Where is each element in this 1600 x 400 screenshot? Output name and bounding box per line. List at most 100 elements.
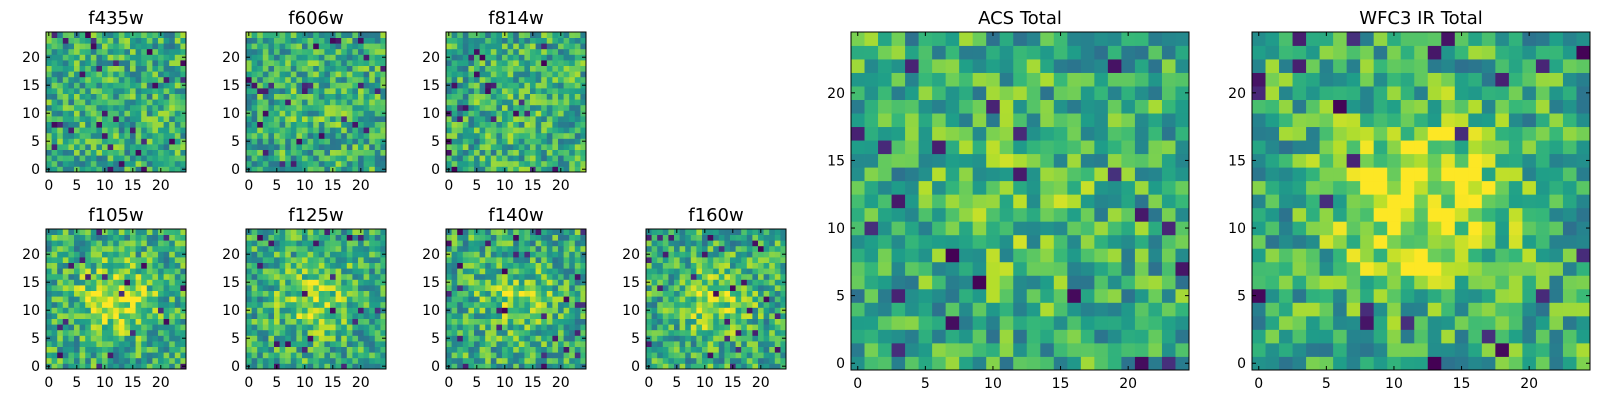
heatmap-cell xyxy=(324,71,331,78)
heatmap-cell xyxy=(158,357,164,364)
heatmap-cell xyxy=(152,99,159,106)
heatmap-cell xyxy=(296,116,303,122)
heatmap-cell xyxy=(696,301,703,308)
heatmap-cell xyxy=(541,268,548,275)
heatmap-cell xyxy=(107,229,114,235)
heatmap-cell xyxy=(1134,207,1149,222)
heatmap-cell xyxy=(535,285,542,291)
heatmap-cell xyxy=(496,352,503,359)
heatmap-cell xyxy=(763,229,770,235)
heatmap-cell xyxy=(1053,234,1068,249)
heatmap-cell xyxy=(279,37,286,44)
heatmap-cell xyxy=(146,132,153,139)
heatmap-cell xyxy=(257,166,264,173)
heatmap-cell xyxy=(1134,194,1149,209)
heatmap-cell xyxy=(285,341,292,347)
heatmap-cell xyxy=(746,329,753,336)
heatmap-cell xyxy=(569,166,576,173)
heatmap-cell xyxy=(685,346,692,353)
heatmap-cell xyxy=(46,257,52,263)
heatmap-cell xyxy=(651,357,658,364)
heatmap-cell xyxy=(485,257,492,263)
heatmap-cell xyxy=(130,127,136,134)
heatmap-cell xyxy=(302,357,308,364)
heatmap-cell xyxy=(180,65,187,72)
heatmap-cell xyxy=(780,346,787,353)
heatmap-cell xyxy=(546,93,553,100)
heatmap-cell xyxy=(180,155,187,162)
heatmap-cell xyxy=(959,221,974,236)
heatmap-cell xyxy=(262,240,269,247)
heatmap-cell xyxy=(68,251,75,258)
heatmap-cell xyxy=(851,221,865,236)
heatmap-cell xyxy=(380,324,387,331)
heatmap-cell xyxy=(479,82,486,89)
heatmap-cell xyxy=(468,88,475,94)
heatmap-cell xyxy=(324,37,331,44)
heatmap-cell xyxy=(546,127,553,134)
heatmap-cell xyxy=(163,329,170,336)
heatmap-cell xyxy=(246,245,252,252)
heatmap-cell xyxy=(752,301,759,308)
heatmap-cell xyxy=(535,82,542,89)
heatmap-cell xyxy=(296,71,303,78)
heatmap-cell xyxy=(96,160,103,167)
heatmap-cell xyxy=(685,341,692,347)
heatmap-cell xyxy=(891,315,906,330)
heatmap-cell xyxy=(851,288,865,303)
heatmap-cell xyxy=(546,138,553,145)
heatmap-cell xyxy=(535,132,542,139)
heatmap-cell xyxy=(646,245,652,252)
heatmap-cell xyxy=(307,240,314,247)
heatmap-cell xyxy=(524,329,531,336)
heatmap-cell xyxy=(1026,180,1041,195)
heatmap-cell xyxy=(107,357,114,364)
heatmap-cell xyxy=(346,138,353,145)
heatmap-cell xyxy=(735,301,742,308)
heatmap-cell xyxy=(446,160,452,167)
heatmap-cell xyxy=(146,82,153,89)
heatmap-cell xyxy=(735,352,742,359)
heatmap-cell xyxy=(124,104,131,111)
heatmap-cell xyxy=(662,279,669,286)
heatmap-cell xyxy=(524,60,531,66)
heatmap-cell xyxy=(763,318,770,325)
heatmap-cell xyxy=(74,155,80,162)
heatmap-cell xyxy=(485,268,492,275)
heatmap-cell xyxy=(96,37,103,44)
heatmap-cell xyxy=(518,132,525,139)
heatmap-cell xyxy=(313,132,320,139)
heatmap-cell xyxy=(380,71,387,78)
heatmap-cell xyxy=(474,138,480,145)
heatmap-cell xyxy=(724,341,731,347)
heatmap-cell xyxy=(718,324,725,331)
heatmap-cell xyxy=(380,43,387,50)
heatmap-cell xyxy=(251,352,258,359)
heatmap-cell xyxy=(524,363,531,370)
heatmap-cell xyxy=(163,132,170,139)
heatmap-cell xyxy=(446,71,452,78)
heatmap-cell xyxy=(363,357,370,364)
heatmap-cell xyxy=(513,76,520,83)
heatmap-cell xyxy=(335,296,342,303)
heatmap-cell xyxy=(485,245,492,252)
heatmap-cell xyxy=(563,285,570,291)
x-tick-label: 15 xyxy=(724,375,742,391)
heatmap-cell xyxy=(113,104,120,111)
heatmap-cell xyxy=(313,160,320,167)
heatmap-cell xyxy=(752,273,759,280)
heatmap-cell xyxy=(746,341,753,347)
heatmap-cell xyxy=(552,301,559,308)
heatmap-cell xyxy=(118,71,125,78)
heatmap-cell xyxy=(296,99,303,106)
heatmap-cell xyxy=(358,357,364,364)
heatmap-cell xyxy=(541,301,548,308)
heatmap-cell xyxy=(905,153,919,168)
heatmap-cell xyxy=(690,234,697,241)
heatmap-cell xyxy=(307,313,314,319)
heatmap-cell xyxy=(363,155,370,162)
heatmap-cell xyxy=(662,234,669,241)
heatmap-cell xyxy=(546,335,553,342)
heatmap-cell xyxy=(518,144,525,150)
heatmap-cell xyxy=(496,324,503,331)
